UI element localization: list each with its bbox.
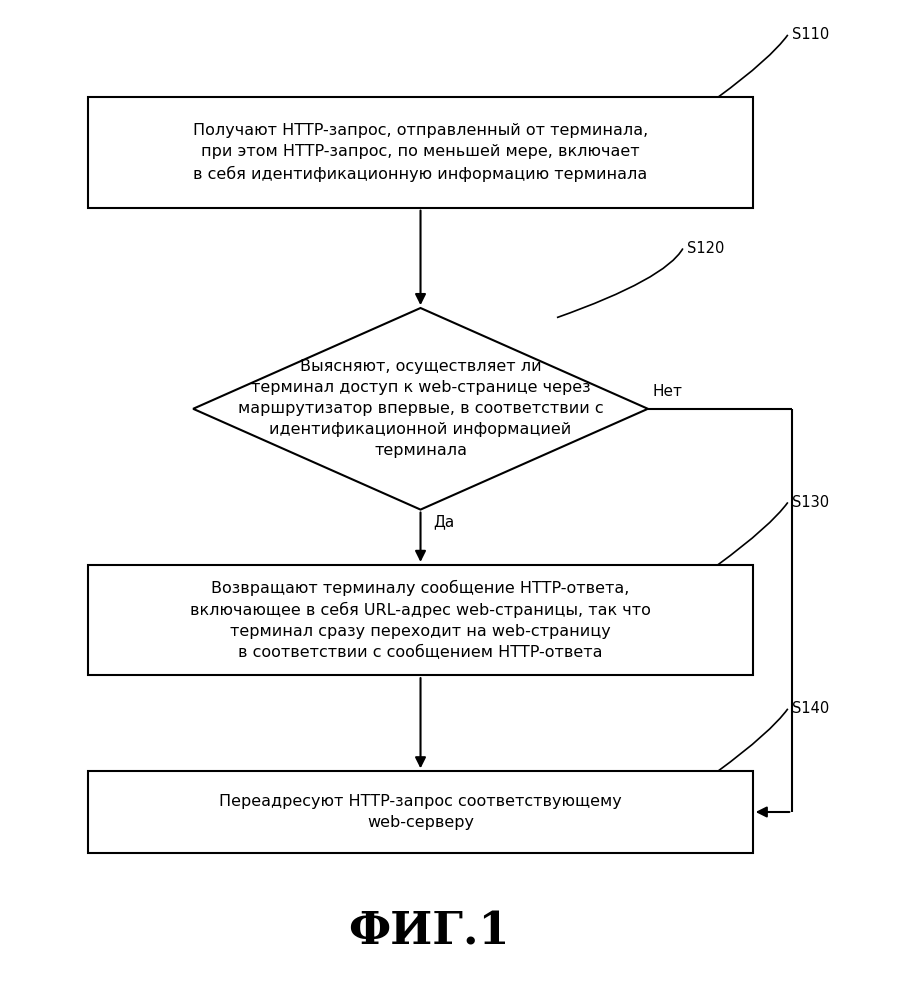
Text: S130: S130: [793, 495, 829, 510]
FancyBboxPatch shape: [88, 771, 752, 853]
Text: S140: S140: [793, 701, 829, 716]
Text: Выясняют, осуществляет ли
терминал доступ к web-странице через
маршрутизатор впе: Выясняют, осуществляет ли терминал досту…: [238, 359, 603, 458]
FancyBboxPatch shape: [88, 565, 752, 675]
Text: S110: S110: [793, 27, 829, 42]
Text: Возвращают терминалу сообщение HTTP-ответа,
включающее в себя URL-адрес web-стра: Возвращают терминалу сообщение HTTP-отве…: [190, 580, 651, 660]
Polygon shape: [193, 308, 648, 510]
Text: Нет: Нет: [652, 384, 682, 399]
Text: S120: S120: [687, 241, 724, 256]
Text: Переадресуют HTTP-запрос соответствующему
web-серверу: Переадресуют HTTP-запрос соответствующем…: [220, 794, 622, 830]
Text: ФИГ.1: ФИГ.1: [349, 910, 510, 954]
Text: Получают HTTP-запрос, отправленный от терминала,
при этом HTTP-запрос, по меньше: Получают HTTP-запрос, отправленный от те…: [193, 123, 648, 182]
FancyBboxPatch shape: [88, 97, 752, 208]
Text: Да: Да: [434, 514, 455, 529]
